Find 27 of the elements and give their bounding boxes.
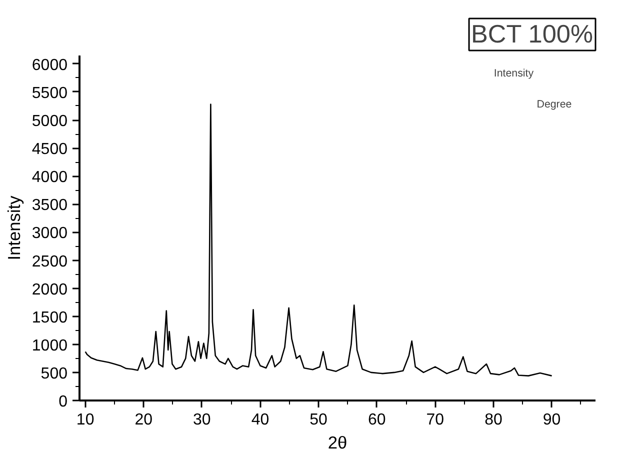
y-tick-label: 5500 xyxy=(32,84,68,102)
x-tick-label: 40 xyxy=(251,412,270,428)
y-tick-label: 1500 xyxy=(32,309,68,326)
y-tick-label: 4000 xyxy=(32,169,68,186)
y-tick-label: 3000 xyxy=(32,225,68,242)
y-tick-label: 5000 xyxy=(32,113,68,130)
y-tick-label: 2500 xyxy=(32,253,68,270)
y-tick-label: 4500 xyxy=(32,141,68,158)
x-tick-label: 70 xyxy=(426,412,444,428)
y-tick-label: 6000 xyxy=(32,56,68,74)
x-tick-label: 80 xyxy=(484,412,502,428)
y-tick-label: 500 xyxy=(40,365,68,382)
y-tick-label: 3500 xyxy=(32,197,68,214)
x-tick-label: 60 xyxy=(368,412,386,428)
y-axis-title: Intensity xyxy=(4,195,24,260)
y-tick-label: 2000 xyxy=(32,281,68,298)
x-tick-label: 10 xyxy=(76,412,94,428)
y-tick-label: 1000 xyxy=(32,337,68,354)
x-axis-title: 2θ xyxy=(328,432,348,452)
chart-title: BCT 100% xyxy=(471,20,594,48)
annotation: Intensity xyxy=(494,68,534,80)
x-tick-label: 30 xyxy=(193,412,211,428)
x-tick-label: 90 xyxy=(542,412,561,428)
x-tick-label: 20 xyxy=(134,412,153,428)
y-tick-label: 0 xyxy=(58,394,68,410)
annotation: Degree xyxy=(536,98,572,111)
x-tick-label: 50 xyxy=(310,412,328,428)
